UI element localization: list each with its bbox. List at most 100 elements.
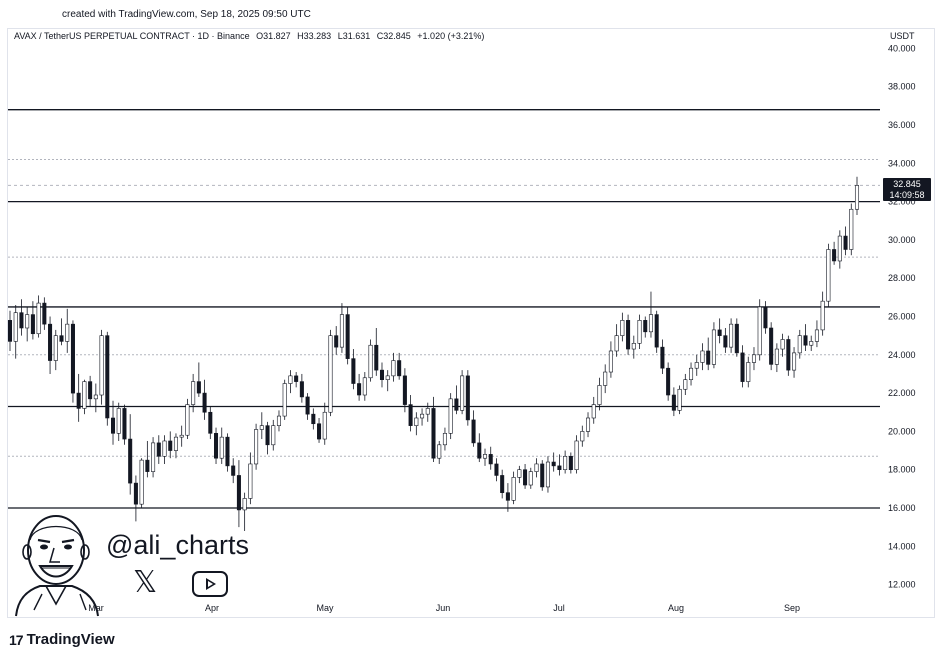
candle[interactable] bbox=[7, 310, 13, 351]
candle[interactable] bbox=[505, 483, 510, 512]
candle[interactable] bbox=[711, 322, 716, 369]
candle[interactable] bbox=[414, 412, 419, 436]
candle[interactable] bbox=[540, 460, 545, 491]
candle[interactable] bbox=[30, 301, 35, 340]
candle[interactable] bbox=[156, 435, 161, 464]
candle[interactable] bbox=[379, 362, 385, 388]
candle[interactable] bbox=[122, 404, 127, 445]
candle[interactable] bbox=[769, 322, 774, 371]
candle[interactable] bbox=[740, 345, 745, 388]
candle[interactable] bbox=[425, 402, 430, 422]
candle[interactable] bbox=[402, 368, 407, 413]
candle[interactable] bbox=[408, 395, 413, 432]
candle[interactable] bbox=[116, 402, 121, 441]
candle[interactable] bbox=[803, 324, 808, 351]
candle[interactable] bbox=[614, 324, 619, 357]
candle[interactable] bbox=[299, 373, 304, 403]
candle[interactable] bbox=[683, 373, 688, 396]
candle[interactable] bbox=[53, 329, 58, 371]
candle[interactable] bbox=[545, 456, 550, 493]
candle[interactable] bbox=[345, 306, 350, 365]
candle[interactable] bbox=[551, 452, 556, 472]
candle[interactable] bbox=[259, 412, 264, 440]
candle[interactable] bbox=[557, 454, 562, 476]
candle[interactable] bbox=[580, 425, 585, 447]
candle[interactable] bbox=[322, 402, 327, 445]
candle[interactable] bbox=[36, 295, 41, 338]
candle[interactable] bbox=[139, 458, 144, 508]
candle[interactable] bbox=[820, 291, 825, 336]
candle[interactable] bbox=[523, 463, 528, 489]
candle[interactable] bbox=[88, 375, 93, 407]
candle[interactable] bbox=[25, 306, 30, 342]
candle[interactable] bbox=[282, 379, 287, 420]
candle[interactable] bbox=[700, 343, 705, 371]
candle[interactable] bbox=[751, 347, 757, 371]
candle[interactable] bbox=[517, 465, 522, 484]
candle[interactable] bbox=[202, 379, 207, 420]
candle[interactable] bbox=[494, 458, 499, 482]
candle[interactable] bbox=[849, 203, 854, 256]
candle[interactable] bbox=[311, 408, 316, 430]
candle[interactable] bbox=[288, 370, 293, 394]
candle[interactable] bbox=[145, 440, 150, 478]
candle[interactable] bbox=[631, 335, 636, 359]
candle[interactable] bbox=[689, 362, 694, 386]
candle[interactable] bbox=[420, 408, 425, 426]
candle[interactable] bbox=[563, 450, 568, 474]
candle[interactable] bbox=[76, 373, 81, 422]
candle[interactable] bbox=[173, 433, 178, 459]
candle[interactable] bbox=[574, 435, 579, 474]
candle[interactable] bbox=[397, 352, 402, 380]
candle[interactable] bbox=[626, 314, 631, 355]
candle[interactable] bbox=[351, 349, 356, 390]
candle[interactable] bbox=[231, 458, 236, 484]
candle[interactable] bbox=[643, 316, 648, 338]
candle[interactable] bbox=[225, 433, 230, 472]
candle[interactable] bbox=[454, 385, 459, 415]
candle[interactable] bbox=[648, 291, 653, 338]
candle[interactable] bbox=[757, 299, 762, 361]
candle[interactable] bbox=[608, 341, 613, 378]
tradingview-branding[interactable]: 17 TradingView bbox=[9, 631, 115, 648]
candle[interactable] bbox=[317, 417, 322, 443]
candle[interactable] bbox=[843, 226, 848, 256]
candle[interactable] bbox=[214, 427, 219, 464]
candle[interactable] bbox=[219, 427, 224, 464]
candle[interactable] bbox=[59, 318, 64, 346]
candle[interactable] bbox=[431, 396, 436, 463]
candle[interactable] bbox=[391, 352, 396, 382]
candle[interactable] bbox=[706, 337, 711, 371]
candle[interactable] bbox=[442, 427, 447, 451]
candle[interactable] bbox=[276, 410, 281, 432]
candle[interactable] bbox=[151, 437, 156, 478]
candle[interactable] bbox=[242, 492, 247, 531]
candle[interactable] bbox=[586, 412, 591, 438]
candle[interactable] bbox=[660, 339, 665, 374]
candle[interactable] bbox=[65, 308, 70, 353]
candle[interactable] bbox=[254, 423, 259, 470]
candle[interactable] bbox=[133, 475, 138, 522]
candle[interactable] bbox=[70, 320, 75, 403]
candle[interactable] bbox=[105, 331, 110, 426]
candle[interactable] bbox=[774, 343, 779, 373]
candle[interactable] bbox=[374, 327, 379, 376]
candle[interactable] bbox=[196, 362, 201, 397]
candle[interactable] bbox=[734, 318, 739, 357]
candle[interactable] bbox=[854, 176, 860, 216]
candle[interactable] bbox=[448, 393, 453, 440]
candle[interactable] bbox=[620, 312, 625, 342]
candle[interactable] bbox=[694, 354, 699, 376]
candle[interactable] bbox=[48, 316, 53, 374]
candle[interactable] bbox=[792, 347, 797, 378]
candle[interactable] bbox=[500, 469, 505, 499]
candle[interactable] bbox=[797, 329, 802, 359]
candle[interactable] bbox=[191, 373, 196, 413]
candle[interactable] bbox=[368, 339, 373, 382]
candle[interactable] bbox=[162, 435, 167, 464]
candle[interactable] bbox=[437, 440, 442, 464]
candle[interactable] bbox=[19, 299, 24, 336]
candle[interactable] bbox=[93, 383, 98, 413]
candle[interactable] bbox=[42, 297, 47, 330]
